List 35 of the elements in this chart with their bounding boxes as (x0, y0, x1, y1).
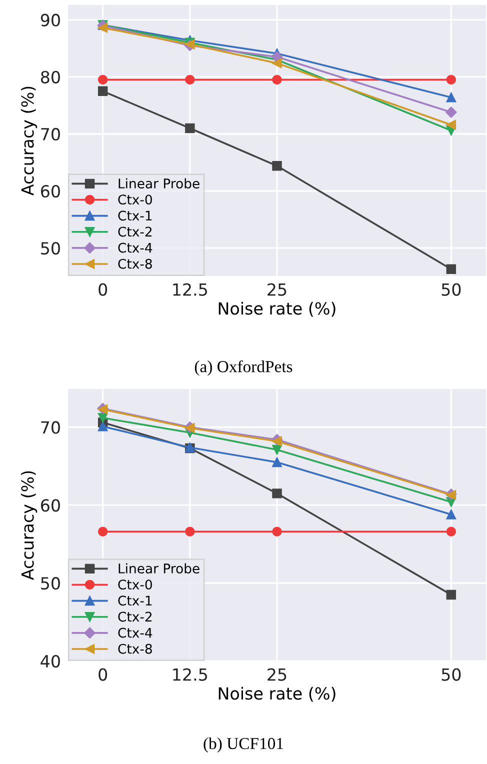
x-tick-label: 12.5 (173, 283, 208, 296)
legend-label: Ctx-4 (118, 242, 152, 253)
y-tick-label: 40 (40, 654, 60, 668)
y-axis-title: Accuracy (%) (20, 86, 38, 196)
legend-label: Ctx-2 (118, 226, 152, 237)
x-axis-title: Noise rate (%) (218, 302, 336, 317)
y-tick-label: 70 (41, 128, 60, 141)
y-tick-label: 90 (40, 14, 60, 26)
y-tick-label: 60 (41, 184, 60, 198)
text: (a) OxfordPets (194, 360, 292, 376)
y-tick-label: 50 (41, 577, 60, 590)
x-tick-label: 25 (268, 283, 286, 296)
legend-label: Linear Probe (118, 178, 200, 188)
legend-label: Ctx-0 (118, 194, 152, 205)
text: (b) UCF101 (204, 737, 284, 753)
x-tick-label: 50 (442, 668, 461, 681)
x-tick-label: 0 (98, 668, 108, 681)
y-axis-title: Accuracy (%) (20, 471, 38, 580)
y-tick-label: 60 (41, 499, 60, 512)
legend-label: Linear Probe (118, 563, 200, 574)
legend-label: Ctx-2 (118, 612, 152, 622)
y-tick-label: 70 (41, 421, 60, 434)
legend-label: Ctx-1 (118, 596, 152, 606)
x-tick-label: 12.5 (173, 668, 208, 681)
x-tick-label: 25 (268, 668, 286, 681)
y-tick-label: 50 (41, 242, 60, 255)
y-tick-label: 80 (40, 70, 60, 84)
x-axis-title: Noise rate (%) (218, 686, 336, 702)
legend-label: Ctx-1 (118, 210, 152, 221)
legend-label: Ctx-0 (118, 580, 152, 590)
legend-label: Ctx-8 (118, 258, 152, 269)
x-tick-label: 0 (98, 283, 108, 296)
x-tick-label: 50 (442, 283, 461, 296)
legend-label: Ctx-8 (118, 644, 152, 654)
legend-label: Ctx-4 (118, 628, 152, 638)
